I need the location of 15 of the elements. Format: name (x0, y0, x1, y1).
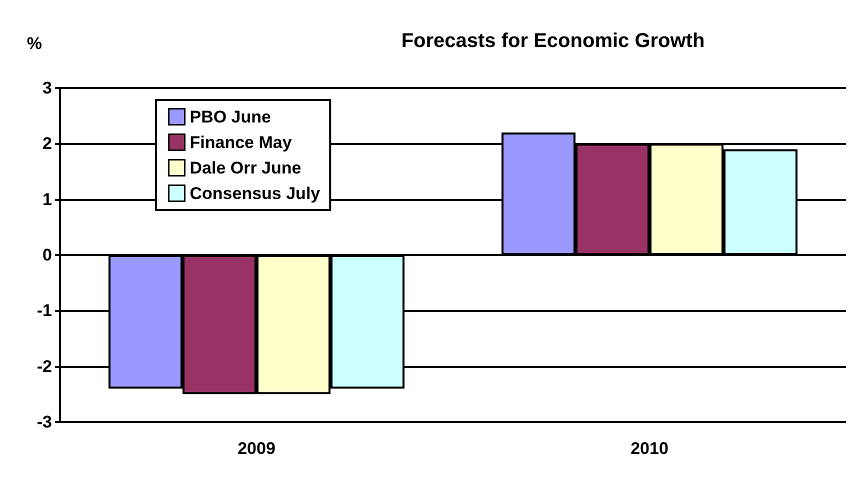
y-tick-label: -3 (36, 412, 52, 432)
y-tick-label: 2 (42, 134, 52, 154)
legend-label: Consensus July (190, 184, 321, 203)
y-tick-label: 0 (42, 246, 52, 264)
y-tick-label: -2 (36, 356, 52, 376)
y-tick-label: 3 (42, 78, 52, 98)
legend-label: Dale Orr June (190, 158, 302, 178)
x-tick-label: 2009 (238, 439, 276, 458)
y-tick-label: -1 (36, 301, 52, 320)
legend-label: Finance May (190, 132, 292, 152)
chart-title: Forecasts for Economic Growth (401, 30, 705, 52)
y-tick-label: 1 (42, 190, 52, 209)
legend-label: PBO June (190, 107, 271, 126)
y-axis-title: % (26, 34, 42, 53)
x-tick-label: 2010 (630, 439, 668, 458)
